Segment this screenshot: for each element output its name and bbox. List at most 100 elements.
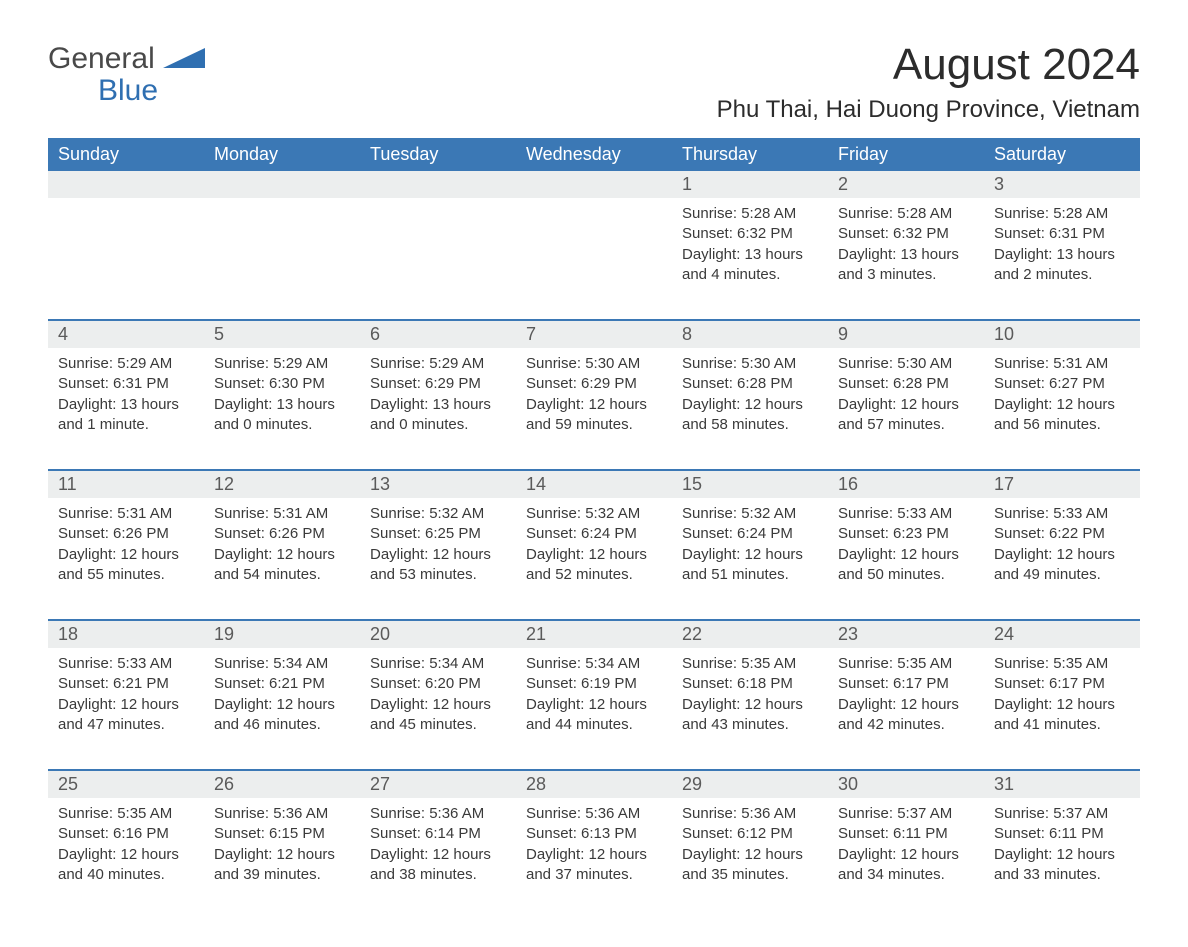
day-sunrise: Sunrise: 5:35 AM: [838, 654, 974, 674]
day-cell: Sunrise: 5:33 AMSunset: 6:21 PMDaylight:…: [48, 648, 204, 757]
day-cell: Sunrise: 5:35 AMSunset: 6:18 PMDaylight:…: [672, 648, 828, 757]
day-daylight2: and 51 minutes.: [682, 565, 818, 585]
day-number-row: 11121314151617: [48, 471, 1140, 498]
day-sunset: Sunset: 6:26 PM: [58, 524, 194, 544]
weekday-header: Monday: [204, 138, 360, 171]
day-daylight1: Daylight: 12 hours: [526, 845, 662, 865]
day-number: 7: [516, 321, 672, 348]
day-daylight1: Daylight: 12 hours: [370, 845, 506, 865]
weekday-header: Sunday: [48, 138, 204, 171]
day-daylight1: Daylight: 13 hours: [58, 395, 194, 415]
day-cell: [48, 198, 204, 307]
day-sunset: Sunset: 6:28 PM: [838, 374, 974, 394]
day-content-row: Sunrise: 5:31 AMSunset: 6:26 PMDaylight:…: [48, 498, 1140, 607]
logo-text-blue: Blue: [98, 75, 158, 107]
day-cell: Sunrise: 5:30 AMSunset: 6:28 PMDaylight:…: [672, 348, 828, 457]
day-daylight1: Daylight: 12 hours: [526, 545, 662, 565]
day-number: 21: [516, 621, 672, 648]
day-sunrise: Sunrise: 5:37 AM: [994, 804, 1130, 824]
day-daylight2: and 53 minutes.: [370, 565, 506, 585]
day-number: 4: [48, 321, 204, 348]
weekday-header: Friday: [828, 138, 984, 171]
day-sunset: Sunset: 6:22 PM: [994, 524, 1130, 544]
day-daylight2: and 35 minutes.: [682, 865, 818, 885]
day-sunset: Sunset: 6:20 PM: [370, 674, 506, 694]
logo: General Blue: [48, 40, 205, 106]
day-number: 27: [360, 771, 516, 798]
day-sunrise: Sunrise: 5:33 AM: [58, 654, 194, 674]
day-cell: Sunrise: 5:31 AMSunset: 6:26 PMDaylight:…: [48, 498, 204, 607]
day-daylight1: Daylight: 12 hours: [370, 695, 506, 715]
day-content-row: Sunrise: 5:35 AMSunset: 6:16 PMDaylight:…: [48, 798, 1140, 907]
logo-text: General Blue: [48, 40, 205, 106]
day-sunrise: Sunrise: 5:34 AM: [526, 654, 662, 674]
day-sunset: Sunset: 6:17 PM: [838, 674, 974, 694]
day-sunset: Sunset: 6:19 PM: [526, 674, 662, 694]
day-daylight1: Daylight: 12 hours: [994, 845, 1130, 865]
day-daylight2: and 0 minutes.: [370, 415, 506, 435]
day-cell: Sunrise: 5:29 AMSunset: 6:30 PMDaylight:…: [204, 348, 360, 457]
day-daylight1: Daylight: 13 hours: [994, 245, 1130, 265]
day-sunrise: Sunrise: 5:36 AM: [682, 804, 818, 824]
day-sunrise: Sunrise: 5:36 AM: [370, 804, 506, 824]
day-daylight1: Daylight: 12 hours: [838, 545, 974, 565]
day-number: 31: [984, 771, 1140, 798]
day-number: 10: [984, 321, 1140, 348]
day-number: 11: [48, 471, 204, 498]
day-content-row: Sunrise: 5:29 AMSunset: 6:31 PMDaylight:…: [48, 348, 1140, 457]
day-sunrise: Sunrise: 5:28 AM: [682, 204, 818, 224]
day-number: [360, 171, 516, 198]
day-sunset: Sunset: 6:18 PM: [682, 674, 818, 694]
day-daylight2: and 58 minutes.: [682, 415, 818, 435]
day-number: [48, 171, 204, 198]
title-block: August 2024 Phu Thai, Hai Duong Province…: [717, 40, 1140, 124]
day-sunset: Sunset: 6:30 PM: [214, 374, 350, 394]
day-daylight2: and 1 minute.: [58, 415, 194, 435]
day-number: 6: [360, 321, 516, 348]
weekday-header: Tuesday: [360, 138, 516, 171]
day-daylight1: Daylight: 12 hours: [58, 845, 194, 865]
day-cell: Sunrise: 5:31 AMSunset: 6:27 PMDaylight:…: [984, 348, 1140, 457]
day-daylight2: and 46 minutes.: [214, 715, 350, 735]
weekday-header: Thursday: [672, 138, 828, 171]
day-number: 24: [984, 621, 1140, 648]
logo-flag-icon: [163, 42, 205, 75]
day-sunrise: Sunrise: 5:31 AM: [994, 354, 1130, 374]
day-daylight1: Daylight: 13 hours: [214, 395, 350, 415]
day-sunset: Sunset: 6:27 PM: [994, 374, 1130, 394]
day-sunset: Sunset: 6:15 PM: [214, 824, 350, 844]
day-cell: Sunrise: 5:28 AMSunset: 6:31 PMDaylight:…: [984, 198, 1140, 307]
day-cell: Sunrise: 5:32 AMSunset: 6:24 PMDaylight:…: [516, 498, 672, 607]
day-number: 13: [360, 471, 516, 498]
day-cell: Sunrise: 5:34 AMSunset: 6:20 PMDaylight:…: [360, 648, 516, 757]
weekday-header: Wednesday: [516, 138, 672, 171]
day-daylight1: Daylight: 12 hours: [994, 695, 1130, 715]
day-daylight1: Daylight: 12 hours: [838, 845, 974, 865]
day-daylight2: and 37 minutes.: [526, 865, 662, 885]
day-sunset: Sunset: 6:26 PM: [214, 524, 350, 544]
day-number: 23: [828, 621, 984, 648]
day-number: 20: [360, 621, 516, 648]
day-sunrise: Sunrise: 5:33 AM: [838, 504, 974, 524]
logo-text-general: General: [48, 42, 155, 75]
day-sunset: Sunset: 6:21 PM: [58, 674, 194, 694]
day-sunrise: Sunrise: 5:28 AM: [994, 204, 1130, 224]
day-sunrise: Sunrise: 5:35 AM: [682, 654, 818, 674]
day-daylight2: and 57 minutes.: [838, 415, 974, 435]
weeks-container: 123Sunrise: 5:28 AMSunset: 6:32 PMDaylig…: [48, 171, 1140, 907]
day-number: 12: [204, 471, 360, 498]
day-cell: Sunrise: 5:32 AMSunset: 6:25 PMDaylight:…: [360, 498, 516, 607]
day-daylight2: and 45 minutes.: [370, 715, 506, 735]
day-sunrise: Sunrise: 5:36 AM: [214, 804, 350, 824]
day-sunset: Sunset: 6:29 PM: [526, 374, 662, 394]
day-daylight1: Daylight: 12 hours: [838, 695, 974, 715]
day-cell: Sunrise: 5:30 AMSunset: 6:28 PMDaylight:…: [828, 348, 984, 457]
day-daylight1: Daylight: 12 hours: [214, 545, 350, 565]
header: General Blue August 2024 Phu Thai, Hai D…: [48, 40, 1140, 124]
day-cell: Sunrise: 5:33 AMSunset: 6:23 PMDaylight:…: [828, 498, 984, 607]
day-sunset: Sunset: 6:12 PM: [682, 824, 818, 844]
day-daylight2: and 0 minutes.: [214, 415, 350, 435]
calendar-week: 25262728293031Sunrise: 5:35 AMSunset: 6:…: [48, 769, 1140, 907]
day-number: 26: [204, 771, 360, 798]
day-daylight2: and 49 minutes.: [994, 565, 1130, 585]
